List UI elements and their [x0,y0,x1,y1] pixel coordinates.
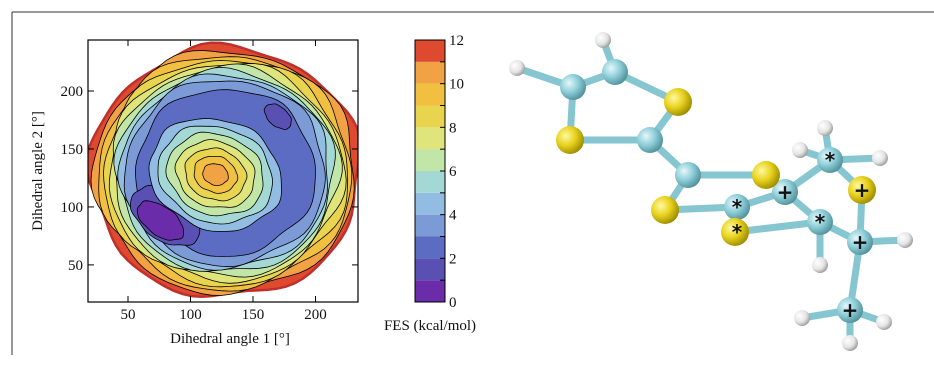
x-tick-label: 50 [121,307,136,323]
y-tick-label: 100 [61,200,84,216]
figure: Dihedral angle 1 [°] Dihedral angle 2 [°… [0,0,934,365]
atom [560,74,586,100]
y-tick-label: 200 [61,84,84,100]
contour-area [86,43,360,297]
colorbar-band [415,258,445,280]
molecule: ****++++ [509,32,913,351]
colorbar-tick-label: 10 [449,77,464,93]
colorbar-tick-label: 4 [449,208,457,224]
atom [794,310,810,326]
atom [651,196,679,224]
colorbar-band [415,171,445,193]
atom [817,120,833,136]
colorbar-band [415,127,445,149]
atom-label: + [777,180,794,204]
colorbar-tick-label: 8 [449,120,457,136]
colorbar-band [415,237,445,259]
colorbar-band [415,149,445,171]
atom [637,127,663,153]
atom-label: * [825,148,836,172]
atom-label: + [854,178,871,202]
atom [664,88,692,116]
colorbar-band [415,215,445,237]
atom-label: * [815,210,826,234]
atom [602,59,628,85]
atom [872,150,888,166]
atom [897,232,913,248]
y-axis-label: Dihedral angle 2 [°] [30,111,46,231]
colorbar-band [415,84,445,106]
atom [792,142,808,158]
atom [842,335,858,351]
colorbar-tick-label: 0 [449,295,457,311]
y-tick-label: 150 [61,142,84,158]
atom [509,60,525,76]
colorbar-band [415,106,445,128]
colorbar-tick-label: 2 [449,251,457,267]
x-tick-label: 200 [304,307,327,323]
atom [556,126,584,154]
x-tick-label: 150 [242,307,265,323]
colorbar-label: FES (kcal/mol) [384,318,476,334]
atom-label: * [732,220,743,244]
colorbar-band [415,62,445,84]
atom-label: * [732,195,743,219]
atom [675,162,701,188]
colorbar-band [415,40,445,62]
atom [812,257,828,273]
atom-label: + [842,298,859,322]
colorbar-band [415,280,445,302]
colorbar-band [415,193,445,215]
x-axis-label: Dihedral angle 1 [°] [170,331,290,347]
atom-label: + [852,230,869,254]
atom [595,32,611,48]
colorbar-tick-label: 6 [449,164,457,180]
y-tick-label: 50 [68,258,83,274]
atom [876,314,892,330]
x-tick-label: 100 [179,307,202,323]
colorbar-tick-label: 12 [449,33,464,49]
